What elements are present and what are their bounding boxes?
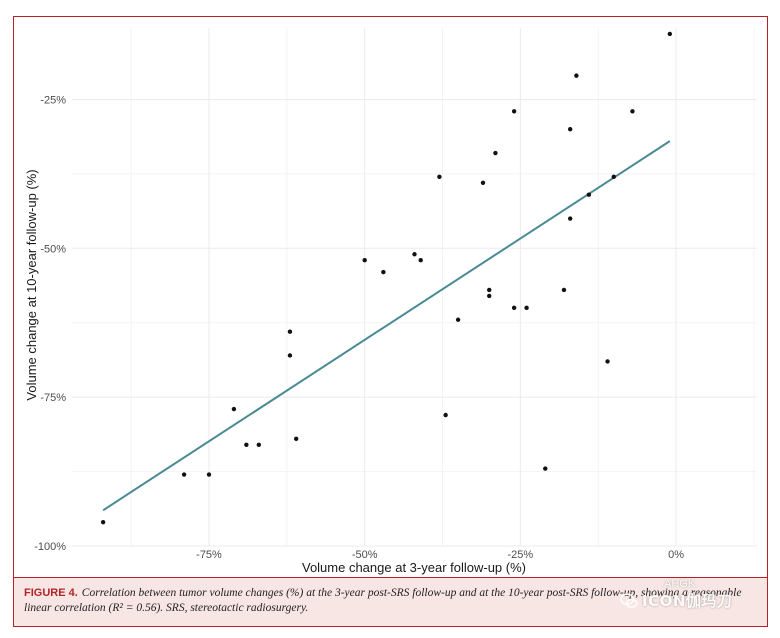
data-point xyxy=(181,472,187,477)
data-point xyxy=(100,519,106,525)
watermark-text: ICON伽玛刀 xyxy=(642,592,733,610)
grid xyxy=(72,28,757,547)
data-point xyxy=(611,174,616,180)
data-point xyxy=(381,269,386,275)
data-point xyxy=(605,359,610,364)
figure-caption: FIGURE 4. Correlation between tumor volum… xyxy=(14,577,767,626)
data-point xyxy=(443,412,448,418)
data-point xyxy=(256,442,262,447)
x-tick-label: -75% xyxy=(196,549,222,561)
data-point xyxy=(487,287,492,293)
data-point xyxy=(287,329,293,334)
regression-line xyxy=(102,140,671,512)
wechat-icon xyxy=(620,593,638,608)
caption-label: FIGURE 4. xyxy=(24,587,78,599)
y-tick-label: -50% xyxy=(40,243,66,255)
data-point xyxy=(418,258,423,263)
data-point xyxy=(412,252,417,257)
data-point xyxy=(293,436,299,442)
x-axis-title: Volume change at 3-year follow-up (%) xyxy=(302,560,526,575)
data-point xyxy=(524,305,529,311)
data-point xyxy=(362,258,367,263)
data-point xyxy=(493,150,498,156)
data-point xyxy=(287,353,293,358)
x-tick-label: -50% xyxy=(352,549,378,561)
x-tick-label: -25% xyxy=(508,549,534,561)
x-tick-label: 0% xyxy=(668,549,684,561)
data-point xyxy=(511,305,517,311)
caption-text: Correlation between tumor volume changes… xyxy=(24,587,742,614)
data-point xyxy=(567,216,573,221)
data-point xyxy=(586,192,592,197)
data-point xyxy=(455,317,461,322)
data-point xyxy=(206,472,212,477)
data-point xyxy=(574,73,579,78)
data-point xyxy=(561,287,567,293)
y-tick-label: -75% xyxy=(40,392,66,404)
y-tick-label: -100% xyxy=(34,541,66,553)
data-point xyxy=(480,180,486,186)
data-point xyxy=(667,31,673,37)
data-point xyxy=(630,109,635,114)
watermark-subtext: AHGK xyxy=(664,578,696,590)
data-point xyxy=(543,466,548,471)
y-tick-label: -25% xyxy=(40,94,66,106)
data-point xyxy=(511,109,517,114)
data-point xyxy=(231,406,237,412)
data-point xyxy=(244,442,249,447)
data-point xyxy=(567,127,573,132)
y-axis-title: Volume change at 10-year follow-up (%) xyxy=(24,169,39,400)
data-point xyxy=(487,293,492,299)
data-points xyxy=(100,31,673,525)
data-point xyxy=(437,174,442,180)
axis-ticks: -75% -50% -25% 0% -25% -50% -75% -100% xyxy=(34,94,684,561)
figure-frame xyxy=(13,16,768,627)
